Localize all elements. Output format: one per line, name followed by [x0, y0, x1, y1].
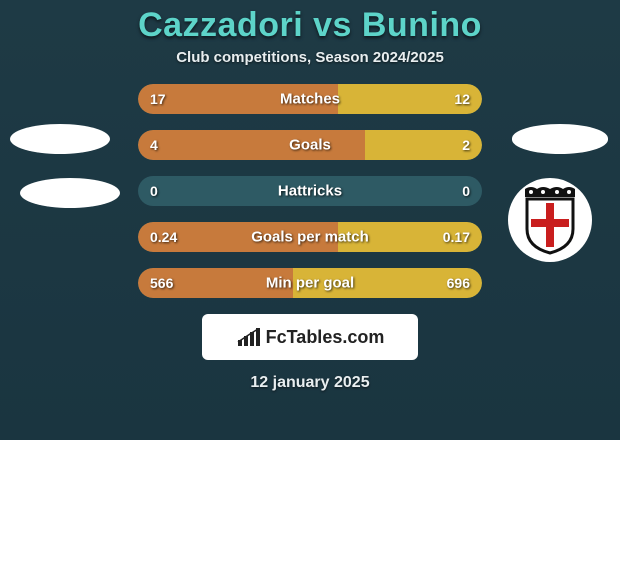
brand-text: FcTables.com — [266, 327, 385, 348]
stat-bar-left — [138, 84, 338, 114]
comparison-card: Cazzadori vs Bunino Club competitions, S… — [0, 0, 620, 440]
stat-bar-right — [365, 130, 482, 160]
stat-bar-right — [338, 84, 482, 114]
stat-value-left: 0 — [150, 183, 158, 199]
stat-row: 0.240.17Goals per match — [138, 222, 482, 252]
stat-bar-left — [138, 268, 293, 298]
player1-avatar-placeholder-b — [20, 178, 120, 208]
player2-club-badge — [508, 178, 592, 262]
brand-badge[interactable]: FcTables.com — [202, 314, 418, 360]
stat-row: 42Goals — [138, 130, 482, 160]
stat-bar-left — [138, 222, 338, 252]
bar-chart-icon — [236, 326, 262, 348]
subtitle: Club competitions, Season 2024/2025 — [0, 49, 620, 66]
stat-value-right: 0 — [462, 183, 470, 199]
stat-bar-left — [138, 130, 365, 160]
stat-row: 1712Matches — [138, 84, 482, 114]
player1-avatar-placeholder-a — [10, 124, 110, 154]
player2-avatar-placeholder — [512, 124, 608, 154]
stat-bar-right — [293, 268, 482, 298]
stat-row: 0 0Hattricks — [138, 176, 482, 206]
stat-label: Hattricks — [138, 183, 482, 200]
page-title: Cazzadori vs Bunino — [0, 6, 620, 45]
stat-row: 566696Min per goal — [138, 268, 482, 298]
stat-bar-right — [338, 222, 482, 252]
date-label: 12 january 2025 — [0, 374, 620, 392]
shield-crest-icon — [519, 185, 581, 255]
stats-container: 1712Matches 42Goals 0 0Hattricks 0.240.17Goa… — [138, 84, 482, 298]
